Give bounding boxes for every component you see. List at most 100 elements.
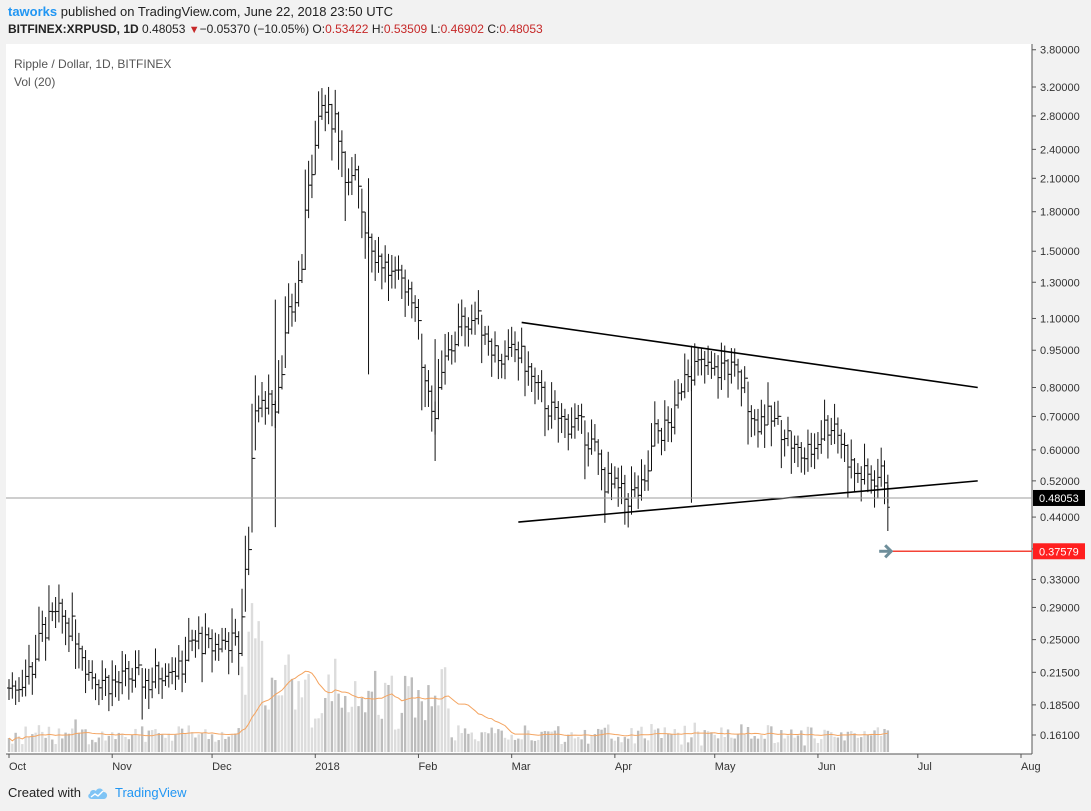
volume-bar (613, 740, 617, 752)
volume-bar (257, 621, 260, 752)
volume-bar (856, 737, 860, 752)
volume-bar (796, 735, 800, 752)
volume-bar (676, 732, 680, 752)
y-tick-label: 0.25000 (1040, 635, 1080, 647)
volume-bar (733, 738, 736, 752)
volume-bar (783, 738, 786, 752)
volume-bar (573, 738, 577, 752)
volume-bar (250, 603, 254, 752)
volume-bar (500, 730, 503, 752)
low-value: 0.46902 (440, 22, 484, 36)
y-tick-label: 0.18500 (1040, 700, 1080, 712)
volume-bar (483, 732, 487, 752)
volume-bar (244, 694, 247, 752)
volume-bar (160, 734, 164, 752)
volume-bar (284, 664, 287, 752)
volume-bar (107, 735, 111, 752)
volume-bar (177, 726, 180, 752)
x-tick-label: Jul (918, 761, 932, 773)
close-label: C: (487, 22, 500, 36)
chart-title: Ripple / Dollar, 1D, BITFINEX (14, 57, 171, 71)
volume-bar (457, 725, 460, 752)
volume-bar (607, 724, 610, 752)
volume-bar (207, 739, 210, 752)
volume-bar (836, 737, 840, 752)
volume-bar (743, 734, 746, 752)
y-tick-label: 1.10000 (1040, 313, 1080, 325)
volume-bar (34, 732, 37, 752)
volume-bar (61, 738, 64, 752)
volume-bar (290, 678, 294, 752)
y-tick-label: 3.20000 (1040, 82, 1080, 94)
volume-bar (184, 733, 187, 752)
ticker-line: BITFINEX:XRPUSD, 1D 0.48053 ▼−0.05370 (−… (8, 22, 543, 36)
volume-bar (540, 731, 543, 752)
volume-bar (97, 737, 101, 752)
volume-bar (104, 740, 107, 752)
volume-bar (94, 742, 97, 752)
volume-bar (786, 735, 790, 752)
price-chart[interactable]: Ripple / Dollar, 1D, BITFINEX Vol (20) 3.8… (0, 40, 1091, 777)
volume-bar (447, 708, 450, 752)
volume-bar (670, 734, 673, 752)
volume-bar (24, 726, 27, 752)
volume-bar (380, 718, 384, 752)
volume-bar (740, 724, 743, 752)
volume-bar (267, 709, 270, 752)
volume-bar (443, 667, 447, 752)
volume-bar (420, 701, 423, 752)
last-price-tag (1033, 489, 1085, 506)
volume-bar (480, 732, 483, 752)
volume-bar (247, 631, 250, 752)
volume-bar (850, 731, 853, 752)
volume-bar (477, 741, 480, 752)
volume-bar (840, 732, 843, 752)
volume-bar (124, 737, 127, 752)
volume-bar (570, 732, 573, 752)
volume-bar (363, 712, 367, 752)
volume-bar (580, 739, 583, 752)
volume-bar (7, 738, 11, 752)
volume-bar (14, 732, 17, 752)
volume-bar (110, 732, 114, 752)
volume-bar (660, 737, 663, 752)
volume-bar (583, 729, 587, 752)
volume-bar (147, 730, 151, 752)
volume-bar (760, 735, 763, 752)
volume-bar (883, 728, 886, 752)
volume-bar (723, 737, 726, 752)
volume-bar (453, 740, 457, 752)
volume-bar (520, 739, 523, 752)
volume-bar (170, 740, 174, 752)
volume-ma-line (8, 670, 888, 742)
volume-bar (673, 729, 676, 752)
volume-bar (350, 706, 354, 752)
volume-bar (560, 743, 563, 752)
volume-bar (686, 742, 690, 752)
volume-bar (656, 728, 660, 752)
volume-bar (74, 719, 77, 752)
volume-bar (800, 730, 803, 752)
volume-bar (260, 640, 264, 752)
volume-bar (663, 727, 667, 752)
volume-bar (537, 739, 540, 752)
author-link[interactable]: taworks (8, 4, 58, 19)
tradingview-link[interactable]: TradingView (87, 785, 187, 800)
volume-bar (71, 728, 74, 752)
y-tick-label: 0.80000 (1040, 382, 1080, 394)
volume-bar (620, 742, 623, 752)
volume-bar (264, 705, 267, 752)
x-tick-label: Oct (9, 761, 26, 773)
volume-bar (297, 681, 300, 752)
volume-bar (41, 731, 44, 752)
volume-bar (187, 725, 190, 752)
y-tick-label: 0.16100 (1040, 730, 1080, 742)
volume-bar (693, 722, 696, 752)
volume-bar (190, 732, 194, 752)
volume-bar (630, 728, 633, 752)
volume-bar (254, 638, 257, 752)
volume-bar (114, 739, 117, 752)
volume-bar (413, 717, 417, 752)
volume-bar (277, 695, 280, 752)
volume-bar (886, 730, 890, 752)
